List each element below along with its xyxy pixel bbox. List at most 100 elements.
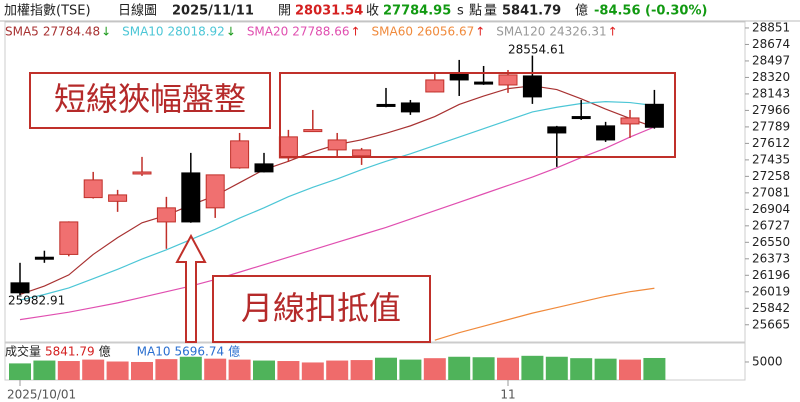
y-tick-label: 27258: [752, 169, 790, 183]
volume-bar: [131, 361, 153, 380]
candle-body: [425, 79, 445, 93]
candle-body: [156, 207, 176, 223]
candle-body: [34, 256, 54, 260]
volume-label: 量: [484, 4, 497, 19]
open-label: 開: [278, 4, 291, 19]
legend-arrow: ↓: [101, 25, 111, 39]
ma-line: [19, 126, 655, 321]
annotation-box: [29, 72, 271, 129]
close-label: 收: [366, 4, 379, 19]
volume-value: 5841.79: [502, 4, 561, 19]
candle-body: [205, 174, 225, 209]
volume-bar: [375, 357, 397, 380]
y-tick-label: 27966: [752, 103, 790, 117]
volume-bar: [399, 359, 422, 380]
y-tick-label: 28851: [752, 20, 790, 34]
volume-bar: [497, 357, 519, 380]
volume-bar: [106, 361, 129, 380]
volume-bar: [643, 357, 666, 380]
volume-bar: [570, 358, 593, 380]
y-tick-label: 25842: [752, 301, 790, 315]
candle-body: [449, 73, 469, 81]
y-tick-label: 26373: [752, 251, 790, 265]
legend-arrow: ↑: [351, 25, 361, 39]
volume-bar: [82, 359, 105, 380]
unit-points: 點: [469, 4, 482, 19]
volume-legend: 億: [99, 345, 111, 359]
legend-name: SMA5: [5, 25, 39, 39]
volume-bar: [448, 356, 471, 380]
legend-value: 26056.67: [417, 25, 474, 39]
candle-body: [10, 282, 30, 294]
volume-bar: [350, 360, 373, 380]
volume-ma-legend: MA10: [137, 345, 171, 359]
y-tick-label: 27435: [752, 152, 790, 166]
candle-body: [498, 74, 518, 86]
candle-body: [547, 126, 567, 134]
y-tick-label: 26550: [752, 235, 790, 249]
volume-bar: [57, 361, 80, 380]
candle-body: [522, 75, 542, 98]
legend-name: SMA120: [496, 25, 545, 39]
y-tick-label: 28497: [752, 53, 790, 67]
range-box: [279, 72, 676, 158]
legend-arrow: ↓: [226, 25, 236, 39]
legend-value: 27788.66: [292, 25, 349, 39]
candle-body: [278, 136, 298, 159]
change: -84.56 (-0.30%): [594, 4, 707, 19]
date: 2025/11/11: [172, 4, 254, 19]
candle-body: [474, 81, 494, 85]
volume-bar: [204, 358, 227, 380]
candle-body: [400, 102, 420, 113]
volume-bar: [545, 356, 568, 380]
y-tick-label: 27081: [752, 185, 790, 199]
legend-arrow: ↑: [475, 25, 485, 39]
legend-name: SMA10: [122, 25, 163, 39]
volume-bar: [472, 357, 495, 380]
y-tick-label: 26904: [752, 202, 790, 216]
candle-body: [303, 129, 323, 133]
candle-body: [108, 194, 128, 202]
y-tick-label: 28674: [752, 37, 790, 51]
close-flag: s: [457, 4, 464, 19]
plot: [10, 55, 664, 341]
period: 日線圖: [118, 3, 157, 19]
y-tick-label: 26727: [752, 218, 790, 232]
arrow: [175, 233, 207, 343]
y-tick-label: 25665: [752, 317, 790, 331]
y-tick-label: 28320: [752, 70, 790, 84]
legend-value: 24326.31: [549, 25, 606, 39]
volume-bar: [9, 363, 31, 380]
candle-body: [83, 179, 103, 199]
candle-body: [571, 116, 591, 120]
y-tick-label: 28143: [752, 86, 790, 100]
volume-bar: [619, 359, 641, 380]
x-tick-label: 11: [500, 388, 515, 402]
y-tick-label: 5000: [752, 354, 783, 368]
candle-body: [644, 103, 664, 128]
symbol: 加權指數(TSE): [4, 4, 91, 19]
high-label: 28554.61: [508, 43, 565, 57]
legend-name: SMA20: [247, 25, 288, 39]
ma-line: [434, 287, 655, 341]
volume-bar: [155, 359, 178, 380]
candle-body: [376, 103, 396, 107]
x-tick-label: 2025/10/01: [7, 388, 76, 402]
candle-body: [59, 221, 79, 255]
volume-bar: [253, 360, 275, 380]
candle-body: [181, 172, 201, 223]
volume-bar: [423, 358, 446, 380]
volume-legend: 5841.79: [45, 345, 95, 359]
y-tick-label: 26019: [752, 284, 790, 298]
y-tick-label: 26196: [752, 268, 790, 282]
volume-bar: [33, 360, 56, 380]
volume-ma-legend: 億: [228, 345, 240, 359]
candle-body: [352, 149, 372, 157]
legend-value: 27784.48: [43, 25, 100, 39]
legend-value: 28018.92: [168, 25, 225, 39]
y-tick-label: 27612: [752, 136, 790, 150]
annotation: 月線扣抵值: [241, 289, 401, 327]
volume-bar: [521, 355, 544, 380]
